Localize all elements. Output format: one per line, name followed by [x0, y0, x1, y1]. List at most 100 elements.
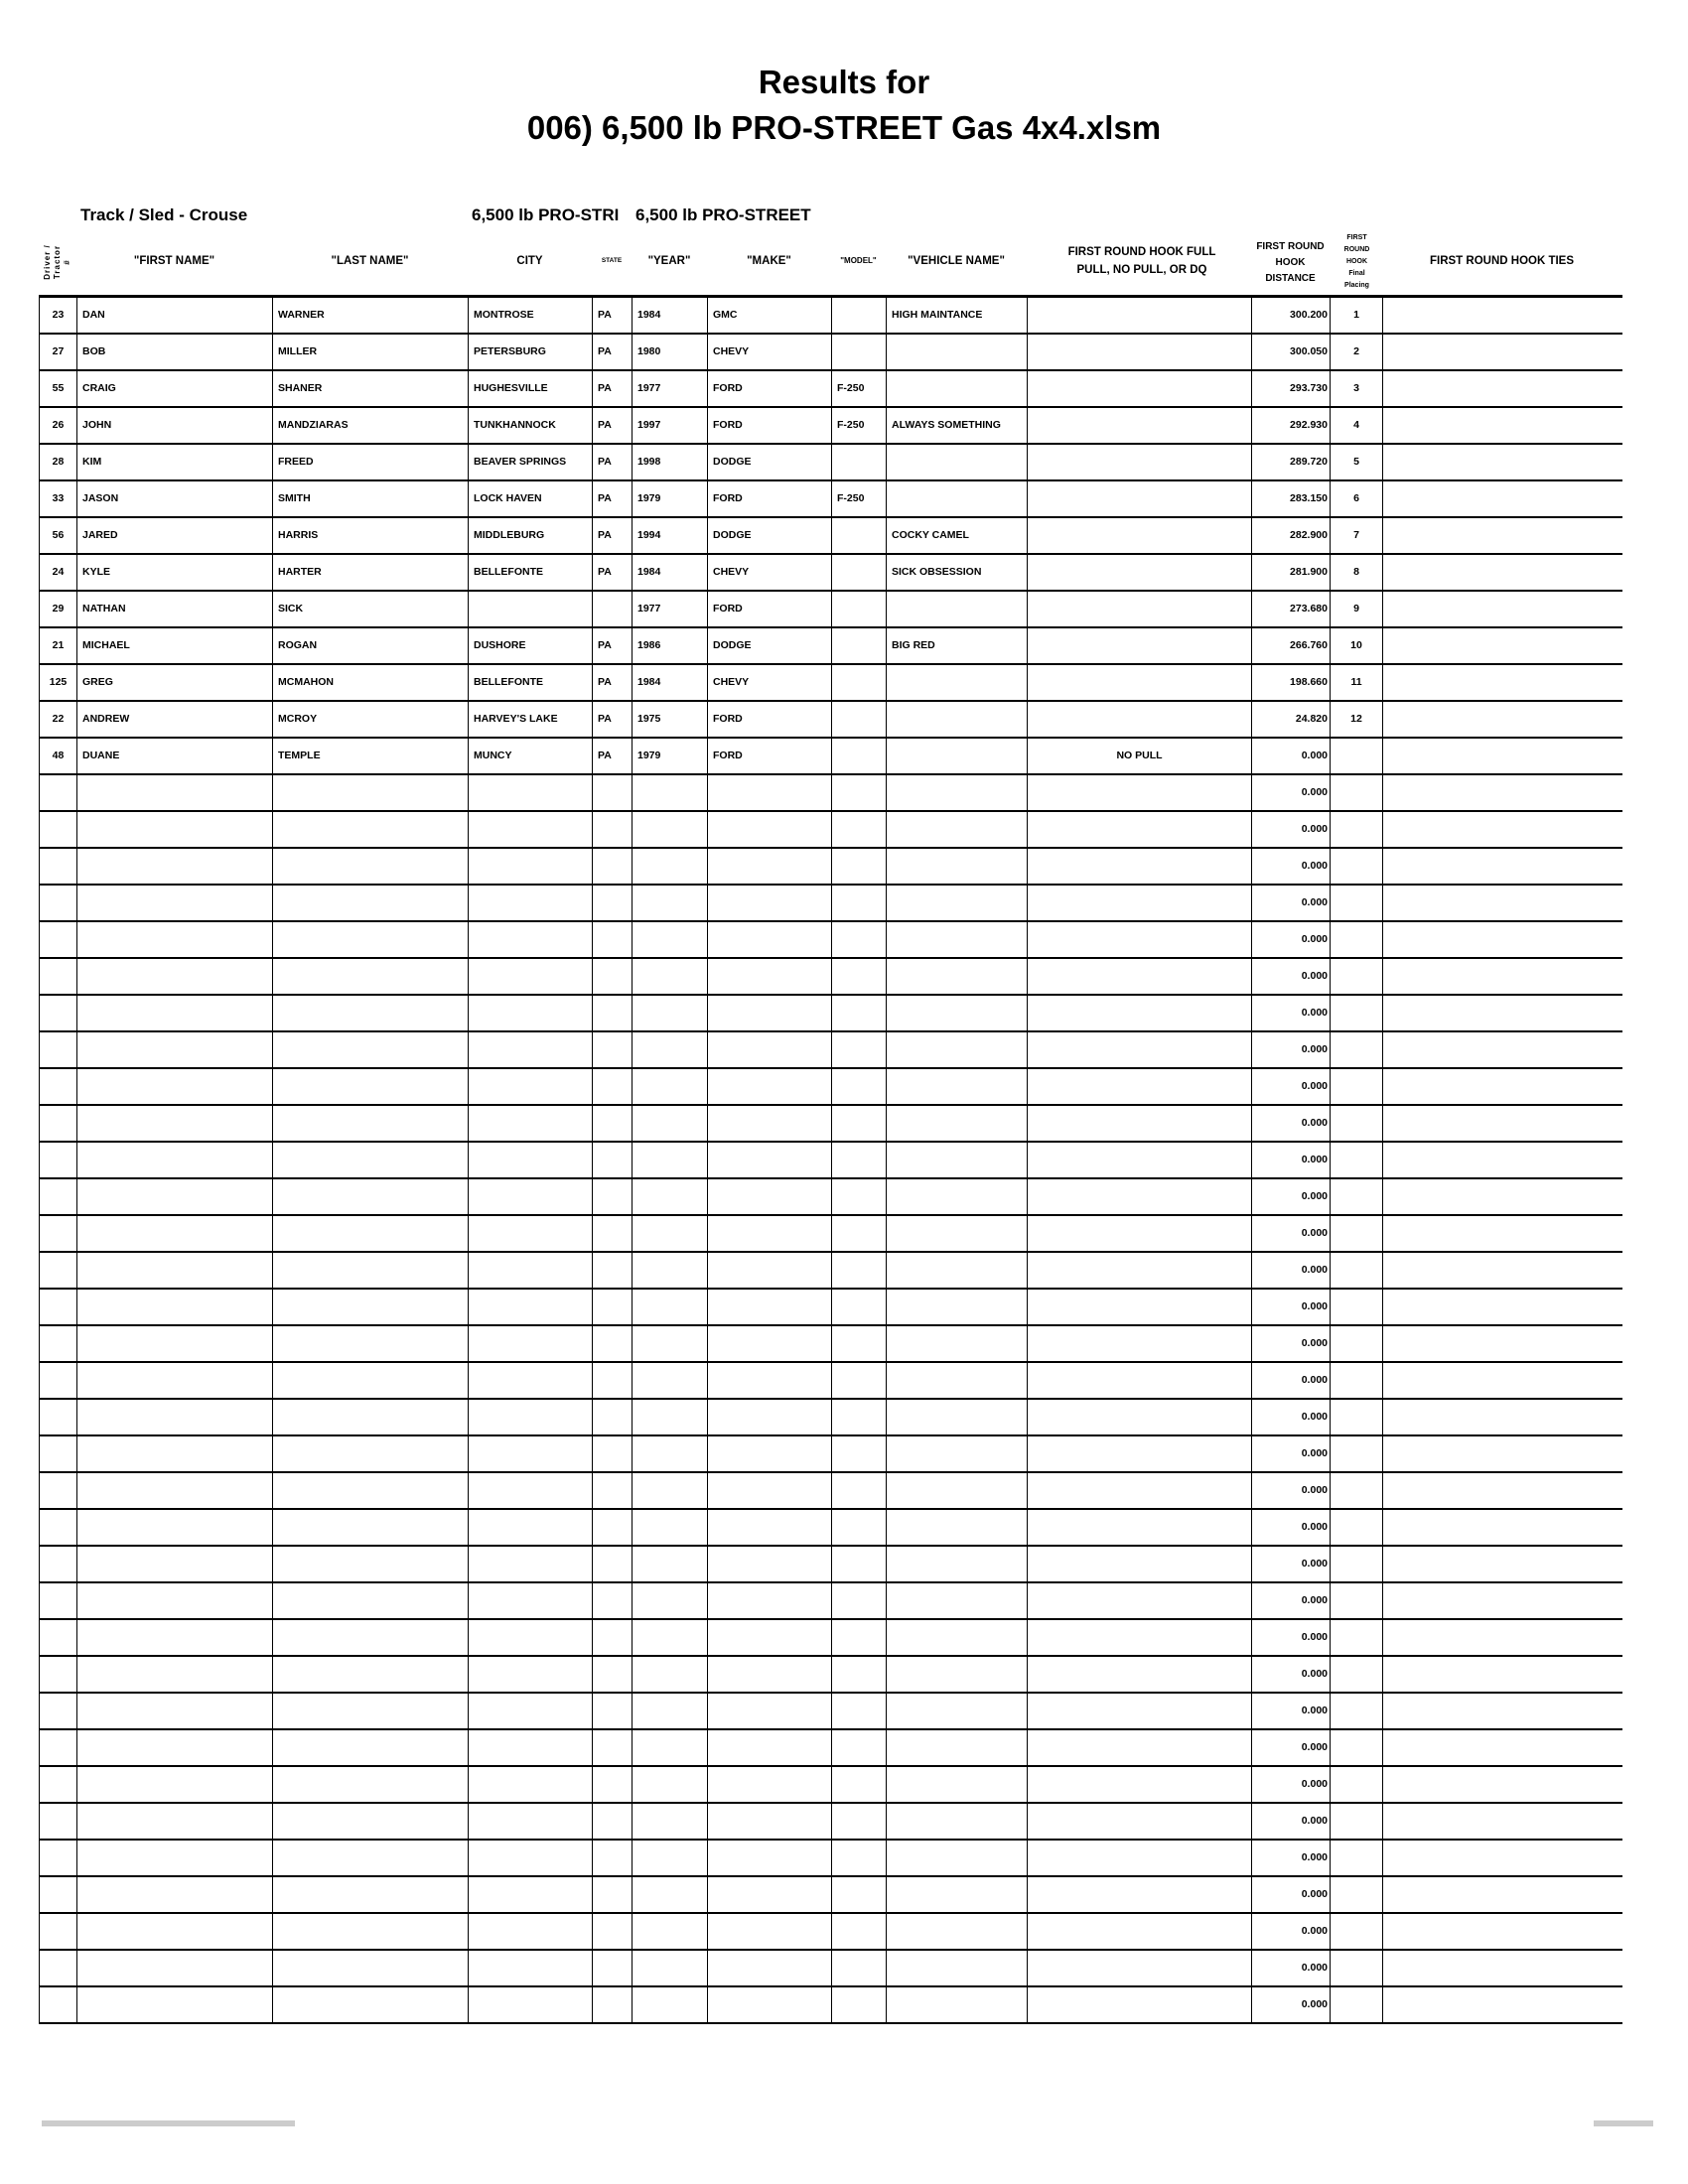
cell-first — [76, 1143, 272, 1177]
cell-vehicle — [886, 445, 1027, 479]
table-row: 0.000 — [39, 1069, 1622, 1106]
table-row: 0.000 — [39, 959, 1622, 996]
cell-vehicle — [886, 1877, 1027, 1912]
cell-state: PA — [592, 371, 632, 406]
cell-result — [1027, 1106, 1251, 1141]
cell-state — [592, 1951, 632, 1985]
cell-model — [831, 1657, 886, 1692]
table-row: 0.000 — [39, 1730, 1622, 1767]
cell-result — [1027, 1363, 1251, 1398]
cell-last — [272, 1547, 468, 1581]
cell-city — [468, 996, 592, 1030]
cell-year: 1997 — [632, 408, 707, 443]
cell-number: 27 — [39, 335, 76, 369]
cell-vehicle — [886, 1547, 1027, 1581]
cell-state — [592, 1069, 632, 1104]
cell-result — [1027, 1253, 1251, 1288]
cell-last: SHANER — [272, 371, 468, 406]
cell-vehicle — [886, 1436, 1027, 1471]
class-label-b: 6,500 lb PRO-STREET — [635, 205, 811, 224]
cell-year — [632, 775, 707, 810]
cell-result — [1027, 592, 1251, 626]
cell-model — [831, 1987, 886, 2022]
cell-first — [76, 1694, 272, 1728]
cell-vehicle — [886, 592, 1027, 626]
cell-state — [592, 1106, 632, 1141]
cell-result — [1027, 518, 1251, 553]
cell-ties — [1382, 1620, 1622, 1655]
cell-number — [39, 1143, 76, 1177]
header-ties: FIRST ROUND HOOK TIES — [1429, 255, 1575, 267]
cell-state — [592, 1987, 632, 2022]
table-row: 0.000 — [39, 1987, 1622, 2024]
cell-year — [632, 849, 707, 884]
cell-distance: 0.000 — [1251, 1436, 1330, 1471]
cell-make — [707, 1069, 831, 1104]
cell-year — [632, 1069, 707, 1104]
cell-city — [468, 775, 592, 810]
cell-first — [76, 1326, 272, 1361]
cell-vehicle — [886, 1657, 1027, 1692]
cell-state — [592, 1436, 632, 1471]
cell-placing — [1330, 1363, 1382, 1398]
cell-distance: 0.000 — [1251, 1290, 1330, 1324]
cell-last — [272, 959, 468, 994]
cell-distance: 0.000 — [1251, 1069, 1330, 1104]
cell-first: KYLE — [76, 555, 272, 590]
cell-ties — [1382, 1216, 1622, 1251]
cell-make — [707, 1730, 831, 1765]
table-row: 0.000 — [39, 1400, 1622, 1436]
cell-number — [39, 1951, 76, 1985]
results-table: 23 DAN WARNER MONTROSE PA 1984 GMC HIGH MAINTAN… — [39, 295, 1622, 2024]
cell-vehicle — [886, 1987, 1027, 2022]
cell-vehicle — [886, 1620, 1027, 1655]
cell-ties — [1382, 1583, 1622, 1618]
cell-result — [1027, 408, 1251, 443]
cell-last — [272, 1069, 468, 1104]
cell-first — [76, 1400, 272, 1434]
cell-ties — [1382, 1253, 1622, 1288]
cell-distance: 0.000 — [1251, 1694, 1330, 1728]
cell-year — [632, 1730, 707, 1765]
cell-last: TEMPLE — [272, 739, 468, 773]
cell-vehicle — [886, 665, 1027, 700]
cell-year — [632, 1841, 707, 1875]
cell-distance: 300.050 — [1251, 335, 1330, 369]
cell-vehicle — [886, 335, 1027, 369]
cell-first — [76, 1253, 272, 1288]
cell-make — [707, 1547, 831, 1581]
cell-result — [1027, 775, 1251, 810]
cell-number — [39, 1583, 76, 1618]
cell-distance: 0.000 — [1251, 1951, 1330, 1985]
cell-distance: 0.000 — [1251, 1363, 1330, 1398]
cell-first — [76, 1583, 272, 1618]
cell-year: 1977 — [632, 371, 707, 406]
cell-year — [632, 1510, 707, 1545]
cell-first: GREG — [76, 665, 272, 700]
cell-make — [707, 1216, 831, 1251]
cell-ties — [1382, 1951, 1622, 1985]
cell-state: PA — [592, 702, 632, 737]
cell-last — [272, 1290, 468, 1324]
cell-distance: 273.680 — [1251, 592, 1330, 626]
cell-distance: 289.720 — [1251, 445, 1330, 479]
cell-placing — [1330, 1473, 1382, 1508]
cell-last — [272, 1694, 468, 1728]
cell-state — [592, 1583, 632, 1618]
table-row: 0.000 — [39, 1216, 1622, 1253]
cell-last — [272, 1143, 468, 1177]
cell-state — [592, 1510, 632, 1545]
cell-vehicle — [886, 886, 1027, 920]
table-row: 26 JOHN MANDZIARAS TUNKHANNOCK PA 1997 FORD F-2… — [39, 408, 1622, 445]
cell-number — [39, 1510, 76, 1545]
cell-ties — [1382, 1767, 1622, 1802]
table-row: 0.000 — [39, 1951, 1622, 1987]
cell-model — [831, 298, 886, 333]
cell-distance: 0.000 — [1251, 1106, 1330, 1141]
cell-distance: 283.150 — [1251, 481, 1330, 516]
cell-make — [707, 1510, 831, 1545]
cell-make — [707, 1179, 831, 1214]
cell-make — [707, 996, 831, 1030]
cell-last — [272, 1253, 468, 1288]
cell-city — [468, 1032, 592, 1067]
